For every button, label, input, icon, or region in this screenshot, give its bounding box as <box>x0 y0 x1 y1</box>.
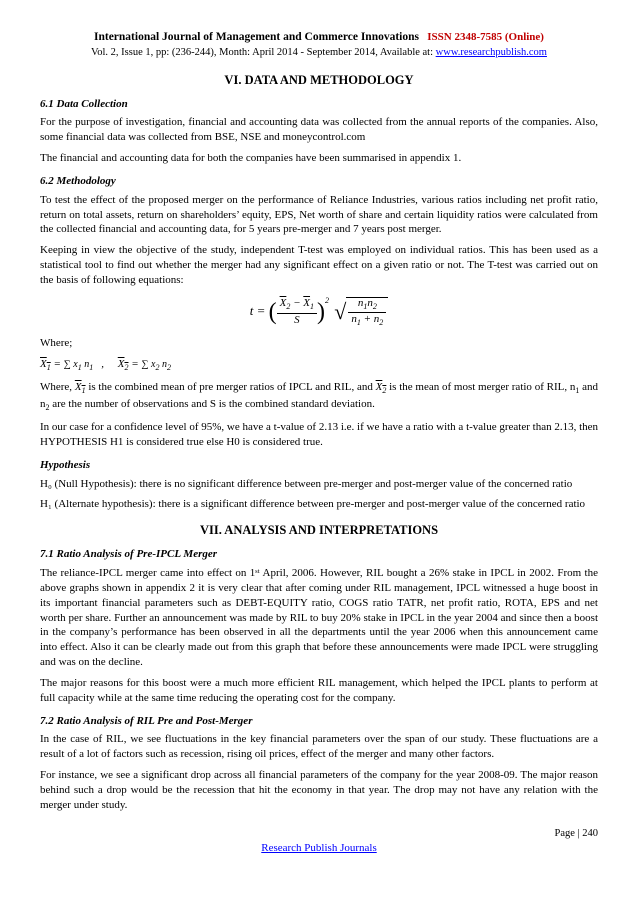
para-6-2-3: Where, X1 is the combined mean of pre me… <box>40 380 598 414</box>
t-test-equation: t = ( X2 − X1 S )2 √ n1n2 n1 + n2 <box>40 296 598 328</box>
p3-seg5: are the number of observations and S is … <box>50 398 375 410</box>
section-7-title: VII. ANALYSIS AND INTERPRETATIONS <box>40 522 598 539</box>
para-6-2-4: In our case for a confidence level of 95… <box>40 420 598 450</box>
para-7-2-2: For instance, we see a significant drop … <box>40 768 598 813</box>
para-6-1-1: For the purpose of investigation, financ… <box>40 115 598 145</box>
journal-title-line: International Journal of Management and … <box>40 30 598 46</box>
p3-seg2: is the combined mean of pre merger ratio… <box>86 381 376 393</box>
para-h1: H₁ (Alternate hypothesis): there is a si… <box>40 497 598 512</box>
subhead-7-2: 7.2 Ratio Analysis of RIL Pre and Post-M… <box>40 714 598 729</box>
volume-info-text: Vol. 2, Issue 1, pp: (236-244), Month: A… <box>91 47 436 58</box>
subhead-hypothesis: Hypothesis <box>40 458 598 473</box>
subhead-6-1: 6.1 Data Collection <box>40 97 598 112</box>
page-header: International Journal of Management and … <box>40 30 598 60</box>
subhead-6-2: 6.2 Methodology <box>40 174 598 189</box>
subhead-7-1: 7.1 Ratio Analysis of Pre-IPCL Merger <box>40 547 598 562</box>
para-7-2-1: In the case of RIL, we see fluctuations … <box>40 732 598 762</box>
para-7-1-1: The reliance-IPCL merger came into effec… <box>40 566 598 670</box>
footer-publisher-link[interactable]: Research Publish Journals <box>261 842 376 854</box>
para-6-2-2: Keeping in view the objective of the stu… <box>40 243 598 288</box>
section-6-title: VI. DATA AND METHODOLOGY <box>40 72 598 89</box>
page-footer: Page | 240 Research Publish Journals <box>40 827 598 856</box>
para-6-1-2: The financial and accounting data for bo… <box>40 151 598 166</box>
footer-publisher: Research Publish Journals <box>40 841 598 856</box>
issn-label: ISSN 2348-7585 (Online) <box>427 31 544 43</box>
para-h0: H₀ (Null Hypothesis): there is no signif… <box>40 477 598 492</box>
p3-seg1: Where, <box>40 381 75 393</box>
para-7-1-2: The major reasons for this boost were a … <box>40 676 598 706</box>
x1-x2-definitions: X1 = ∑ x1 n1 , X2 = ∑ x2 n2 <box>40 357 598 374</box>
page-number: Page | 240 <box>40 827 598 841</box>
para-6-2-1: To test the effect of the proposed merge… <box>40 193 598 238</box>
where-label: Where; <box>40 336 598 351</box>
p3-seg3: is the mean of most merger ratio of RIL,… <box>386 381 575 393</box>
journal-title: International Journal of Management and … <box>94 31 419 43</box>
publisher-site-link[interactable]: www.researchpublish.com <box>436 47 547 58</box>
volume-info-line: Vol. 2, Issue 1, pp: (236-244), Month: A… <box>40 46 598 60</box>
